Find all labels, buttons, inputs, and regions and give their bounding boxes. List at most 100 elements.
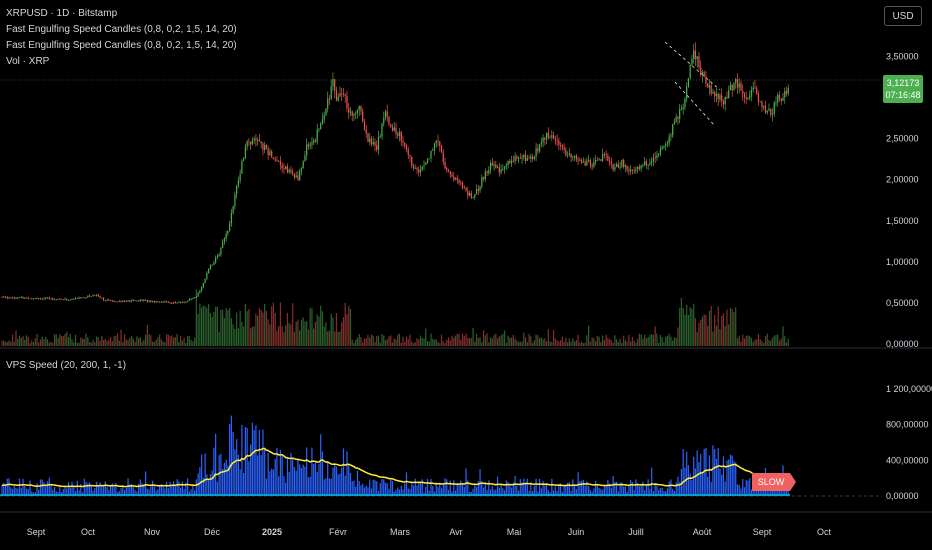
price-axis[interactable]: 3,50000 2,50000 2,00000 1,50000 1,00000 0,500… — [886, 51, 919, 349]
candle-body — [656, 155, 658, 158]
vps-bar — [717, 448, 719, 496]
volume-bar — [542, 339, 544, 346]
candle-body — [444, 161, 446, 169]
volume-bar — [97, 337, 99, 346]
vps-bar — [180, 487, 182, 496]
vps-bar — [146, 488, 148, 496]
candle-body — [390, 124, 392, 127]
volume-bar — [232, 324, 234, 346]
vps-bar — [271, 468, 273, 496]
volume-bar — [439, 343, 441, 346]
vps-bar — [306, 447, 308, 496]
time-axis[interactable]: Sept Oct Nov Déc 2025 Févr Mars Avr Mai Juin Juill… — [27, 527, 832, 537]
vps-bar — [83, 478, 85, 496]
candle-body — [437, 140, 439, 142]
volume-bar — [514, 338, 516, 346]
vps-bar — [283, 476, 285, 496]
vps-bar — [617, 491, 620, 496]
candle-body — [482, 177, 485, 180]
time-tick-label: Avr — [449, 527, 462, 537]
time-tick-label: Sept — [27, 527, 46, 537]
volume-bar — [6, 342, 8, 346]
volume-bar — [169, 336, 171, 346]
vps-speed-legend[interactable]: VPS Speed (20, 200, 1, -1) — [6, 360, 127, 371]
candle-body — [700, 67, 702, 75]
vps-bar — [201, 454, 203, 496]
vps-bar — [484, 482, 486, 496]
volume-bar — [703, 314, 705, 346]
volume-bar — [271, 306, 273, 346]
volume-bar — [353, 342, 355, 346]
candle-body — [169, 302, 171, 304]
volume-bar — [617, 341, 620, 346]
trend-channel-lower[interactable] — [674, 81, 716, 127]
candle-body — [535, 148, 537, 157]
vps-bar — [584, 485, 586, 496]
candle-body — [458, 180, 460, 183]
candle-body — [76, 298, 78, 299]
volume-bar — [777, 334, 779, 346]
volume-bar — [707, 325, 709, 346]
volume-bar — [475, 334, 478, 346]
volume-bar — [519, 341, 521, 346]
currency-button[interactable]: USD — [884, 6, 922, 26]
candle-body — [777, 94, 779, 103]
volume-bar — [474, 341, 476, 346]
vps-bar — [323, 479, 325, 496]
vps-bar — [542, 481, 544, 496]
candle-body — [654, 157, 656, 159]
volume-bar — [616, 339, 618, 346]
time-tick-label: Nov — [144, 527, 161, 537]
vps-bar — [559, 483, 562, 496]
time-tick-label: 2025 — [262, 527, 282, 537]
volume-bar — [369, 337, 371, 346]
vps-bar — [230, 415, 233, 496]
vps-bar — [467, 480, 469, 496]
candle-body — [120, 300, 122, 302]
symbol-title[interactable]: XRPUSD · 1D · Bitstamp — [6, 8, 118, 19]
vps-bar — [3, 483, 5, 496]
volume-legend[interactable]: Vol · XRP — [6, 56, 50, 67]
volume-bar — [139, 336, 141, 346]
vps-bar — [11, 489, 14, 496]
candle-body — [363, 121, 366, 130]
vps-bar — [129, 484, 131, 496]
volume-bar — [251, 326, 254, 346]
vps-bar — [341, 467, 343, 496]
volume-bar — [197, 313, 199, 346]
indicator-legend-1[interactable]: Fast Engulfing Speed Candles (0,8, 0,2, … — [6, 24, 237, 35]
volume-bar — [670, 336, 672, 346]
vps-bar — [787, 486, 789, 496]
candle-body — [467, 191, 469, 196]
candle-body — [377, 136, 380, 150]
volume-bar — [153, 342, 155, 346]
volume-bar — [754, 339, 756, 346]
vps-axis[interactable]: 1 200,00000 800,00000 400,00000 0,00000 — [886, 384, 932, 501]
vps-bar — [423, 492, 425, 496]
vps-bar — [665, 491, 667, 496]
candle-body — [693, 50, 695, 59]
volume-bar — [453, 337, 455, 346]
candle-body — [330, 86, 332, 99]
vps-bar — [120, 488, 122, 496]
vps-bar — [405, 472, 408, 496]
vps-bar — [246, 427, 248, 496]
trend-channel-upper[interactable] — [664, 41, 721, 91]
volume-bar — [530, 336, 532, 346]
volume-bar — [269, 324, 271, 346]
vps-bar — [202, 477, 204, 496]
indicator-legend-2[interactable]: Fast Engulfing Speed Candles (0,8, 0,2, … — [6, 40, 237, 51]
volume-bar — [740, 341, 742, 346]
candle-body — [405, 145, 408, 150]
candle-body — [295, 175, 297, 178]
vps-bar — [533, 485, 535, 496]
volume-bar — [94, 342, 96, 346]
vps-bar — [428, 490, 430, 496]
vps-bar — [528, 490, 530, 496]
candle-body — [137, 300, 140, 302]
volume-bar — [32, 341, 35, 346]
vps-bar — [248, 461, 250, 496]
vps-bar — [53, 486, 56, 496]
volume-bar — [486, 333, 488, 346]
